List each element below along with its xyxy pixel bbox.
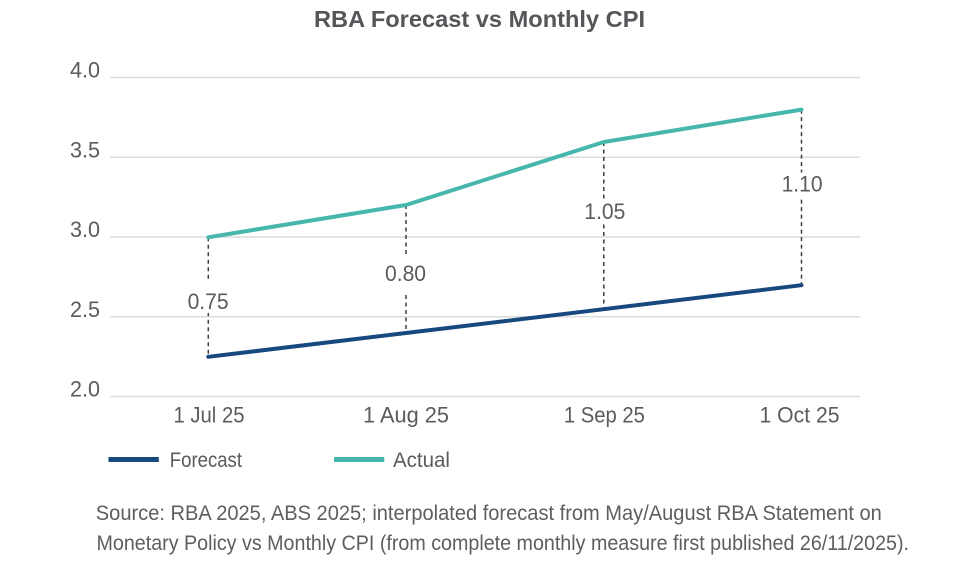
svg-text:Source: RBA 2025, ABS 2025; in: Source: RBA 2025, ABS 2025; interpolated… bbox=[96, 502, 882, 525]
svg-text:1 Sep 25: 1 Sep 25 bbox=[564, 402, 645, 427]
svg-text:0.75: 0.75 bbox=[188, 289, 229, 314]
svg-text:4.0: 4.0 bbox=[70, 58, 100, 83]
svg-text:3.5: 3.5 bbox=[70, 137, 100, 162]
svg-text:RBA Forecast vs Monthly CPI: RBA Forecast vs Monthly CPI bbox=[314, 6, 645, 32]
svg-text:3.0: 3.0 bbox=[70, 217, 100, 242]
svg-text:Monetary Policy vs Monthly CPI: Monetary Policy vs Monthly CPI (from com… bbox=[97, 532, 910, 555]
svg-text:0.80: 0.80 bbox=[385, 261, 426, 286]
svg-text:1 Oct 25: 1 Oct 25 bbox=[760, 402, 840, 427]
svg-text:1 Aug 25: 1 Aug 25 bbox=[363, 402, 449, 427]
svg-text:Actual: Actual bbox=[393, 449, 450, 472]
svg-text:1 Jul 25: 1 Jul 25 bbox=[174, 402, 245, 427]
svg-text:1.05: 1.05 bbox=[584, 199, 625, 224]
svg-text:2.0: 2.0 bbox=[70, 377, 100, 402]
svg-text:2.5: 2.5 bbox=[70, 297, 100, 322]
svg-text:1.10: 1.10 bbox=[782, 172, 823, 197]
svg-text:Forecast: Forecast bbox=[170, 449, 242, 472]
